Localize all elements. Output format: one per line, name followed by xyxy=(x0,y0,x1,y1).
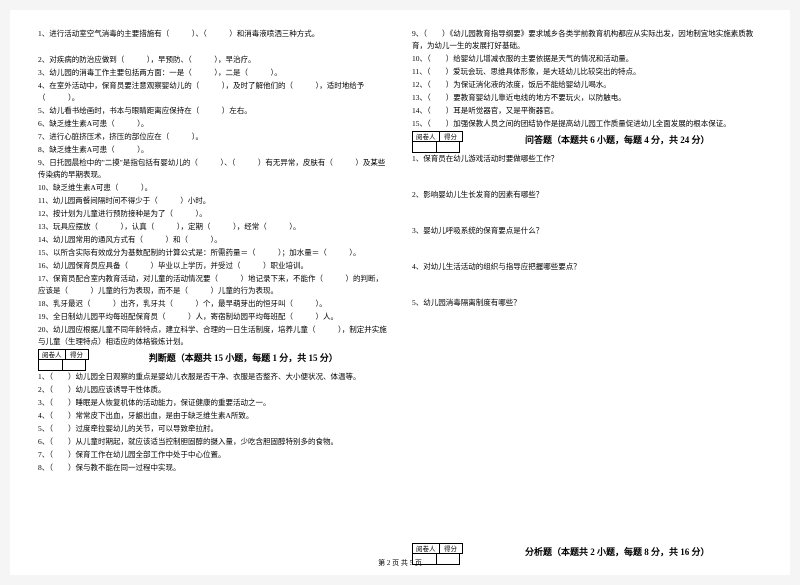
judge-item: 6、（ ）从儿童时期起，就应该适当控制胆固醇的摄入量，少吃含胆固醇特别多的食物。 xyxy=(38,436,388,448)
score-blank xyxy=(412,142,436,153)
judge-item: 11、（ ）爱玩会玩、思维具体形象，是大班幼儿比较突出的特点。 xyxy=(412,66,762,78)
fill-item: 3、幼儿园的消毒工作主要包括两方面：一是（ ），二是（ ）。 xyxy=(38,67,388,79)
score-blank xyxy=(436,142,460,153)
fill-item: 6、缺乏维生素A可患（ ）。 xyxy=(38,118,388,130)
fill-item: 11、幼儿园两餐间隔时间不得少于（ ）小时。 xyxy=(38,195,388,207)
judge-item: 8、（ ）保与教不能在同一过程中实现。 xyxy=(38,462,388,474)
judge-item: 2、（ ）幼儿园应该诱导干性体质。 xyxy=(38,384,388,396)
judge-item: 7、（ ）保育工作在幼儿园全部工作中处于中心位置。 xyxy=(38,449,388,461)
fill-item: 5、幼儿看书绘画时，书本与眼睛距离应保持在（ ）左右。 xyxy=(38,105,388,117)
fill-blank-list: 1、进行活动室空气消毒的主要措施有（ ）、（ ）和消毒液喷洒三种方式。 2、对疾… xyxy=(38,28,388,349)
page-footer: 第 2 页 共 5 页 xyxy=(10,558,790,569)
judge-item: 4、（ ）常常皮下出血，牙龈出血，是由于缺乏维生素A所致。 xyxy=(38,410,388,422)
qa-item: 4、对幼儿生活活动的组织与指导应把握哪些要点？ xyxy=(412,261,762,273)
qa-item: 5、幼儿园消毒隔离制度有哪些？ xyxy=(412,297,762,309)
score-label-score: 得分 xyxy=(65,349,89,360)
judge-item: 3、（ ）睡眠是人恢复机体的活动能力，保证健康的重要活动之一。 xyxy=(38,397,388,409)
fill-item: 20、幼儿园应根据儿童不同年龄特点，建立科学、合理的一日生活制度，培养儿童（ ）… xyxy=(38,324,388,348)
score-label-score: 得分 xyxy=(439,131,463,142)
fill-item: 16、幼儿园保育员应具备（ ）毕业以上学历，并受过（ ）职业培训。 xyxy=(38,260,388,272)
fill-item: 17、保育员配合室内教育活动，对儿童的活动情况要（ ）地记录下来，不能作（ ）的… xyxy=(38,273,388,297)
judge-list: 1、（ ）幼儿园全日观察的重点是婴幼儿衣服是否干净、衣服是否整齐、大小便状况、体… xyxy=(38,371,388,475)
fill-item: 19、全日制幼儿园平均每班配保育员（ ）人，寄宿制幼园平均每班配（ ）人。 xyxy=(38,311,388,323)
judge-section-header: 阅卷人 得分 判断题（本题共 15 小题，每题 1 分，共 15 分） xyxy=(38,349,388,371)
score-blank xyxy=(38,360,62,371)
score-label-reviewer: 阅卷人 xyxy=(412,543,439,554)
score-label-reviewer: 阅卷人 xyxy=(412,131,439,142)
qa-list: 1、保育员在幼儿游戏活动时要做哪些工作？ 2、影响婴幼儿生长发育的因素有哪些？ 3、… xyxy=(412,153,762,542)
judge-item: 1、（ ）幼儿园全日观察的重点是婴幼儿衣服是否干净、衣服是否整齐、大小便状况、体… xyxy=(38,371,388,383)
fill-item xyxy=(38,41,388,53)
left-column: 1、进行活动室空气消毒的主要措施有（ ）、（ ）和消毒液喷洒三种方式。 2、对疾… xyxy=(38,28,388,565)
fill-item: 18、乳牙最迟（ ）出齐，乳牙共（ ）个，最早萌芽出的恒牙叫（ ）。 xyxy=(38,298,388,310)
fill-item: 15、以所含实际有效成分为基数配制的计算公式是：所需药量＝（ ）；加水量＝（ ）… xyxy=(38,247,388,259)
qa-title: 问答题（本题共 6 小题，每题 4 分，共 24 分） xyxy=(473,133,763,147)
score-box: 阅卷人 得分 xyxy=(38,349,89,371)
fill-item: 7、进行心脏挤压术，挤压的部位应在（ ）。 xyxy=(38,131,388,143)
judge-item: 14、（ ）耳是听觉器官，又是平衡器官。 xyxy=(412,105,762,117)
fill-item: 2、对疾病的防治应做到（ ），早预防、（ ），早治疗。 xyxy=(38,54,388,66)
fill-item: 9、日托园晨检中的"二摸"是指包括有婴幼儿的（ ）、（ ）有无异常，皮肤有（ ）… xyxy=(38,157,388,181)
fill-item: 14、幼儿园常用的通风方式有（ ）和（ ）。 xyxy=(38,234,388,246)
fill-item: 1、进行活动室空气消毒的主要措施有（ ）、（ ）和消毒液喷洒三种方式。 xyxy=(38,28,388,40)
fill-item: 12、按计划为儿童进行预防接种是为了（ ）。 xyxy=(38,208,388,220)
qa-section-header: 阅卷人 得分 问答题（本题共 6 小题，每题 4 分，共 24 分） xyxy=(412,131,762,153)
score-label-score: 得分 xyxy=(439,543,463,554)
qa-item: 2、影响婴幼儿生长发育的因素有哪些？ xyxy=(412,189,762,201)
judge-item: 15、（ ）加强保教人员之间的团结协作是提高幼儿园工作质量促进幼儿全面发展的根本… xyxy=(412,118,762,130)
judge-item: 12、（ ）为保证消化液的浓度，饭后不能给婴幼儿喝水。 xyxy=(412,79,762,91)
judge-list-2: 9、（ ）《幼儿园教育指导纲要》要求城乡各类学前教育机构都应从实际出发，因地制宜… xyxy=(412,28,762,131)
score-blank xyxy=(62,360,86,371)
fill-item: 4、在室外活动中，保育员要注意观察婴幼儿的（ ），及时了解他们的（ ），适时地给… xyxy=(38,80,388,104)
judge-item: 9、（ ）《幼儿园教育指导纲要》要求城乡各类学前教育机构都应从实际出发，因地制宜… xyxy=(412,28,762,52)
score-label-reviewer: 阅卷人 xyxy=(38,349,65,360)
judge-item: 5、（ ）过度牵拉婴幼儿的关节，可以导致牵拉肘。 xyxy=(38,423,388,435)
judge-title: 判断题（本题共 15 小题，每题 1 分，共 15 分） xyxy=(99,351,389,365)
score-box: 阅卷人 得分 xyxy=(412,131,463,153)
fill-item: 13、玩具应摆放（ ），认真（ ），定期（ ），经常（ ）。 xyxy=(38,221,388,233)
right-column: 9、（ ）《幼儿园教育指导纲要》要求城乡各类学前教育机构都应从实际出发，因地制宜… xyxy=(412,28,762,565)
qa-item: 3、婴幼儿呼吸系统的保育要点是什么？ xyxy=(412,225,762,237)
exam-page: 1、进行活动室空气消毒的主要措施有（ ）、（ ）和消毒液喷洒三种方式。 2、对疾… xyxy=(10,10,790,575)
fill-item: 10、缺乏维生素A可患（ ）。 xyxy=(38,182,388,194)
judge-item: 10、（ ）给婴幼儿增减衣服的主要依据是天气的情况和活动量。 xyxy=(412,53,762,65)
fill-item: 8、缺乏维生素A可患（ ）。 xyxy=(38,144,388,156)
judge-item: 13、（ ）要教育婴幼儿靠近电线的地方不要玩火，以防触电。 xyxy=(412,92,762,104)
qa-item: 1、保育员在幼儿游戏活动时要做哪些工作？ xyxy=(412,153,762,165)
